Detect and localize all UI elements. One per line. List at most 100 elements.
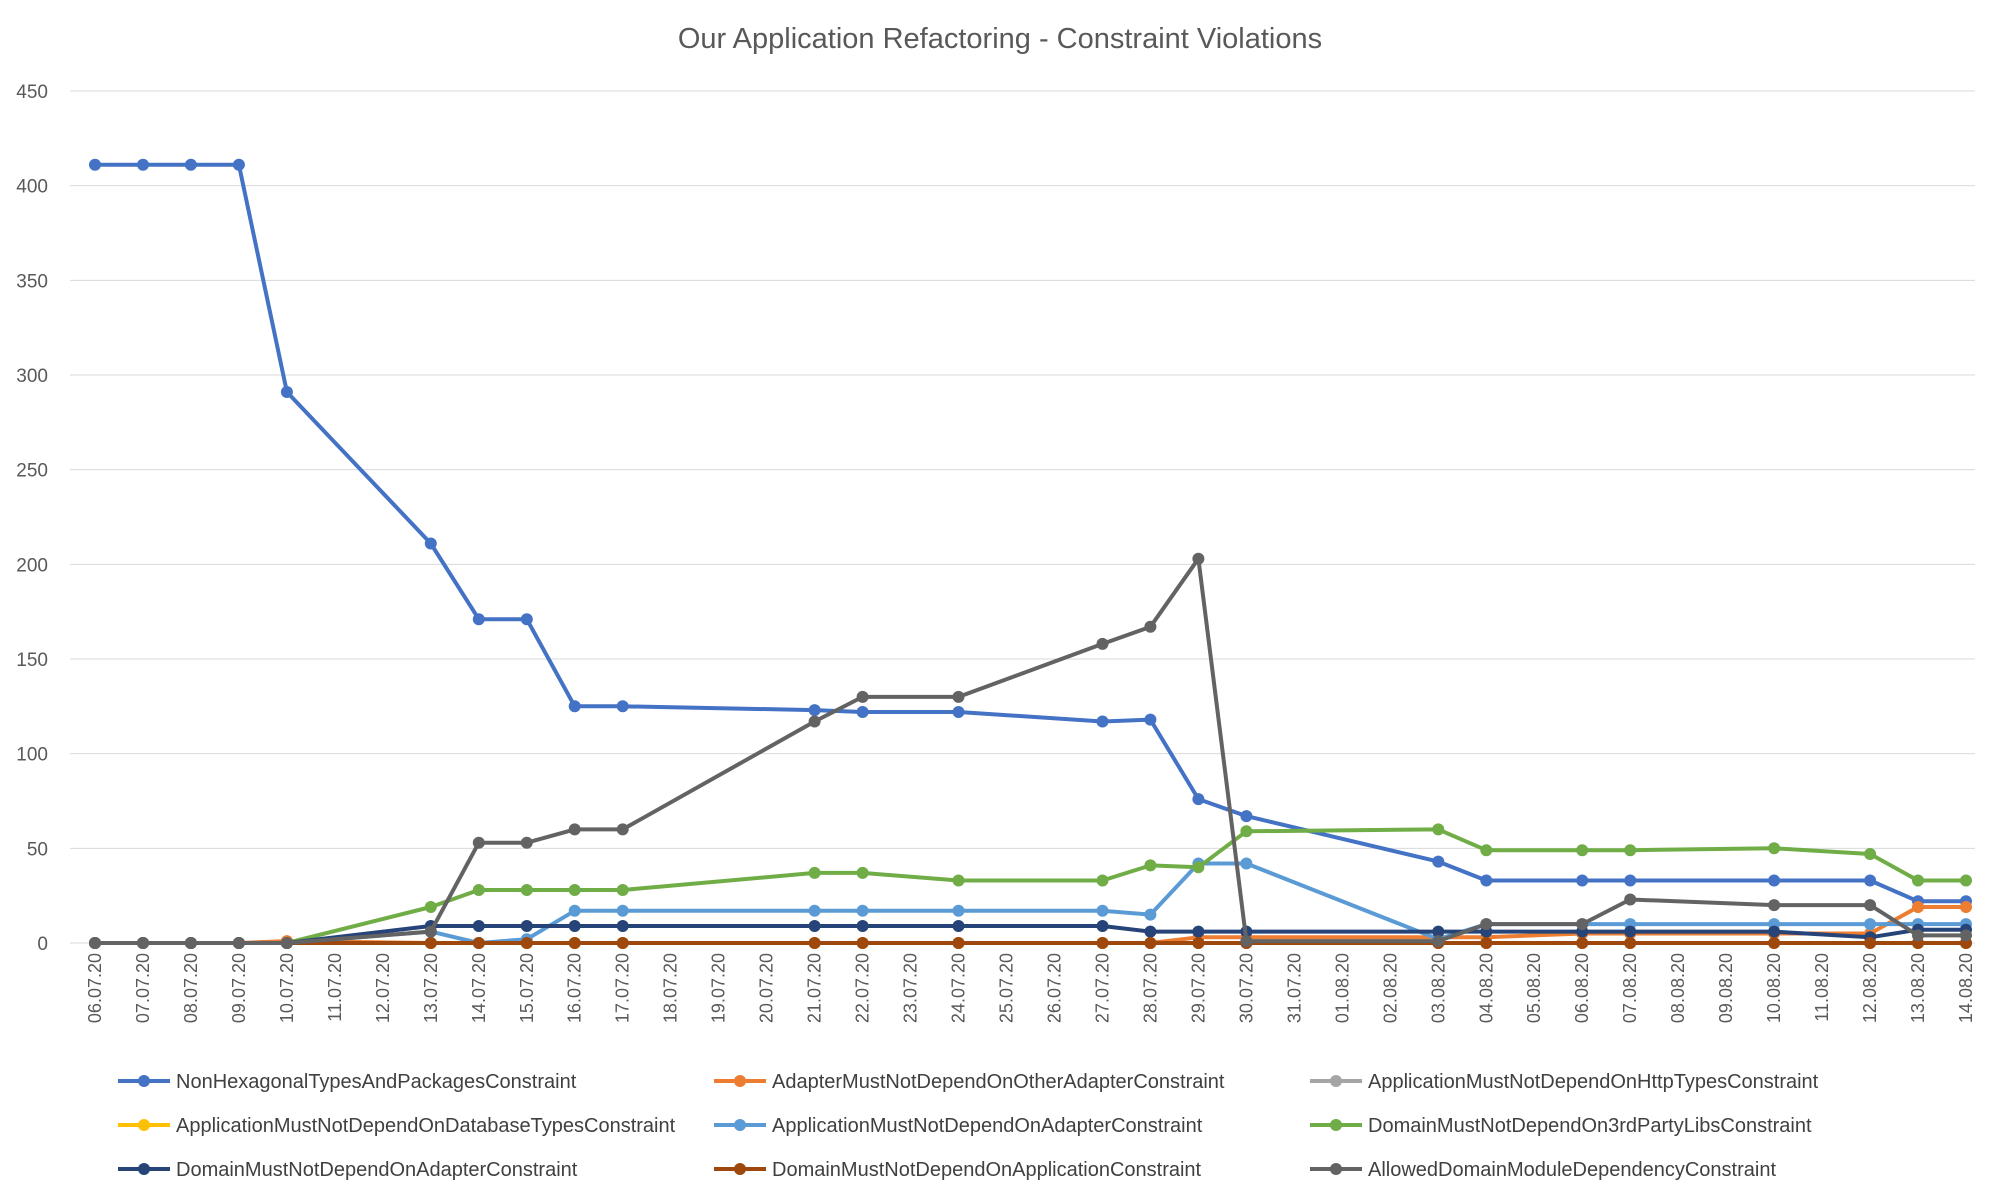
- series-8: [89, 937, 1972, 949]
- data-point: [1624, 937, 1637, 949]
- data-point: [1480, 844, 1493, 857]
- data-point: [1144, 937, 1157, 949]
- data-point: [424, 901, 437, 913]
- data-point: [472, 920, 485, 932]
- x-tick-label: 14.07.20: [469, 953, 489, 1023]
- data-point: [1864, 848, 1877, 860]
- y-tick-label: 50: [27, 839, 48, 860]
- x-tick-label: 03.08.20: [1428, 953, 1448, 1023]
- data-point: [89, 158, 101, 171]
- data-point: [1192, 937, 1205, 949]
- data-point: [568, 700, 581, 713]
- data-point: [1240, 935, 1253, 948]
- data-point: [280, 386, 293, 398]
- legend-swatch-marker: [1330, 1119, 1342, 1131]
- legend-label: NonHexagonalTypesAndPackagesConstraint: [176, 1071, 577, 1093]
- data-point: [568, 937, 581, 949]
- data-point: [184, 937, 197, 949]
- y-tick-label: 300: [16, 366, 48, 387]
- data-point: [1624, 844, 1637, 857]
- data-point: [568, 920, 581, 932]
- y-tick-label: 0: [37, 934, 48, 955]
- data-point: [424, 937, 437, 949]
- data-point: [280, 937, 293, 949]
- data-point: [1768, 925, 1781, 938]
- data-point: [1912, 874, 1924, 887]
- x-tick-label: 01.08.20: [1332, 953, 1352, 1023]
- data-point: [808, 866, 821, 879]
- data-point: [856, 706, 869, 718]
- x-tick-label: 08.07.20: [181, 953, 201, 1023]
- data-point: [1624, 925, 1637, 938]
- data-point: [952, 690, 965, 703]
- data-point: [137, 937, 149, 949]
- legend-item: NonHexagonalTypesAndPackagesConstraint: [118, 1071, 577, 1093]
- legend: NonHexagonalTypesAndPackagesConstraint Ad…: [118, 1071, 1819, 1181]
- series-line: [93, 162, 1968, 904]
- legend-swatch-marker: [734, 1119, 746, 1131]
- x-tick-label: 06.07.20: [85, 953, 105, 1023]
- data-point: [1432, 925, 1445, 938]
- data-point: [1096, 904, 1109, 917]
- x-tick-label: 14.08.20: [1956, 953, 1976, 1023]
- legend-label: ApplicationMustNotDependOnAdapterConstra…: [772, 1115, 1203, 1137]
- data-point: [1576, 937, 1589, 949]
- legend-label: ApplicationMustNotDependOnHttpTypesConst…: [1368, 1071, 1819, 1093]
- data-point: [1192, 925, 1205, 938]
- data-point: [1240, 857, 1253, 870]
- data-point: [1768, 899, 1781, 912]
- legend-label: AdapterMustNotDependOnOtherAdapterConstr…: [772, 1071, 1225, 1093]
- x-tick-label: 04.08.20: [1476, 953, 1496, 1023]
- legend-item: ApplicationMustNotDependOnHttpTypesConst…: [1310, 1071, 1819, 1093]
- data-point: [1144, 925, 1157, 938]
- data-point: [616, 823, 629, 836]
- data-point: [1864, 899, 1877, 912]
- data-point: [856, 937, 869, 949]
- data-point: [616, 884, 629, 896]
- data-point: [472, 613, 485, 626]
- data-point: [1576, 918, 1589, 931]
- legend-item: ApplicationMustNotDependOnDatabaseTypesC…: [118, 1115, 676, 1137]
- series-9: [89, 552, 1972, 949]
- chart-title: Our Application Refactoring - Constraint…: [678, 23, 1322, 55]
- x-tick-label: 17.07.20: [613, 953, 633, 1023]
- legend-label: AllowedDomainModuleDependencyConstraint: [1368, 1159, 1776, 1181]
- data-point: [1864, 918, 1877, 931]
- data-point: [1192, 861, 1205, 874]
- series-lines: [89, 158, 1972, 949]
- x-tick-label: 11.08.20: [1812, 953, 1832, 1022]
- data-point: [856, 866, 869, 879]
- data-point: [1096, 937, 1109, 949]
- x-axis-tick-labels: 06.07.20 07.07.20 08.07.20 09.07.20 10.07.20…: [85, 953, 1976, 1023]
- data-point: [616, 920, 629, 932]
- data-point: [232, 937, 245, 949]
- x-tick-label: 07.08.20: [1620, 953, 1640, 1023]
- data-point: [808, 704, 821, 717]
- x-tick-label: 10.07.20: [277, 953, 297, 1023]
- data-point: [89, 937, 101, 949]
- x-tick-label: 08.08.20: [1668, 953, 1688, 1023]
- data-point: [856, 690, 869, 703]
- data-point: [952, 706, 965, 718]
- data-point: [232, 158, 245, 171]
- data-point: [1240, 810, 1253, 823]
- y-tick-label: 350: [16, 271, 48, 292]
- data-point: [184, 158, 197, 171]
- data-point: [520, 613, 533, 626]
- data-point: [1432, 823, 1445, 836]
- x-tick-label: 23.07.20: [901, 953, 921, 1023]
- x-tick-label: 22.07.20: [853, 953, 873, 1023]
- data-point: [472, 884, 485, 896]
- data-point: [952, 937, 965, 949]
- data-point: [616, 904, 629, 917]
- data-point: [472, 937, 485, 949]
- legend-swatch-marker: [1330, 1163, 1342, 1175]
- legend-item: ApplicationMustNotDependOnAdapterConstra…: [714, 1115, 1203, 1137]
- y-tick-label: 150: [16, 650, 48, 671]
- legend-label: DomainMustNotDependOn3rdPartyLibsConstra…: [1368, 1115, 1812, 1137]
- data-point: [520, 836, 533, 849]
- data-point: [424, 537, 437, 550]
- data-point: [1096, 920, 1109, 932]
- series-line: [93, 556, 1968, 945]
- data-point: [808, 715, 821, 728]
